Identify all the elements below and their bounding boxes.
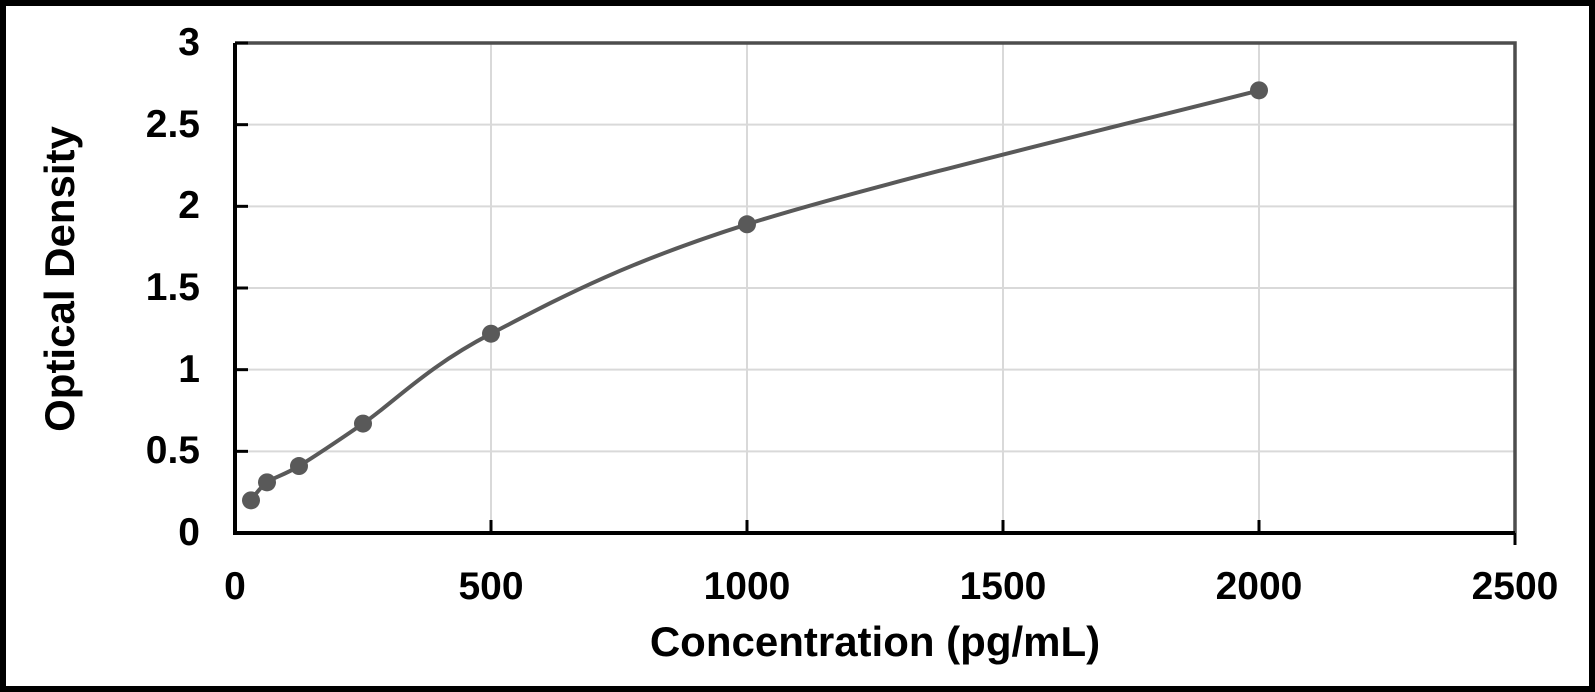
y-tick-label: 2.5 — [145, 102, 200, 146]
data-point-marker — [482, 324, 500, 343]
x-tick-label: 1000 — [703, 565, 791, 608]
x-tick-label: 500 — [458, 565, 524, 608]
fit-curve-line — [249, 88, 1261, 503]
y-tick-label: 1.5 — [145, 266, 200, 309]
data-point-marker — [354, 414, 372, 433]
data-point-marker — [242, 491, 260, 510]
data-point-marker — [738, 215, 756, 234]
data-point-marker — [290, 457, 308, 476]
y-tick-label: 1 — [178, 347, 200, 391]
data-point-marker — [258, 473, 276, 492]
data-point-marker — [1250, 81, 1268, 100]
y-axis-title: Optical Density — [36, 126, 83, 432]
y-tick-label: 3 — [178, 21, 200, 64]
x-tick-label: 2500 — [1471, 565, 1559, 608]
x-tick-label: 0 — [224, 565, 246, 608]
x-axis-title: Concentration (pg/mL) — [649, 618, 1101, 665]
x-tick-label: 2000 — [1215, 565, 1303, 608]
y-tick-label: 0.5 — [145, 429, 200, 473]
y-tick-label: 0 — [178, 511, 200, 554]
plot-border — [235, 41, 1517, 533]
x-tick-label: 1500 — [959, 565, 1047, 608]
y-tick-label: 2 — [178, 184, 200, 228]
